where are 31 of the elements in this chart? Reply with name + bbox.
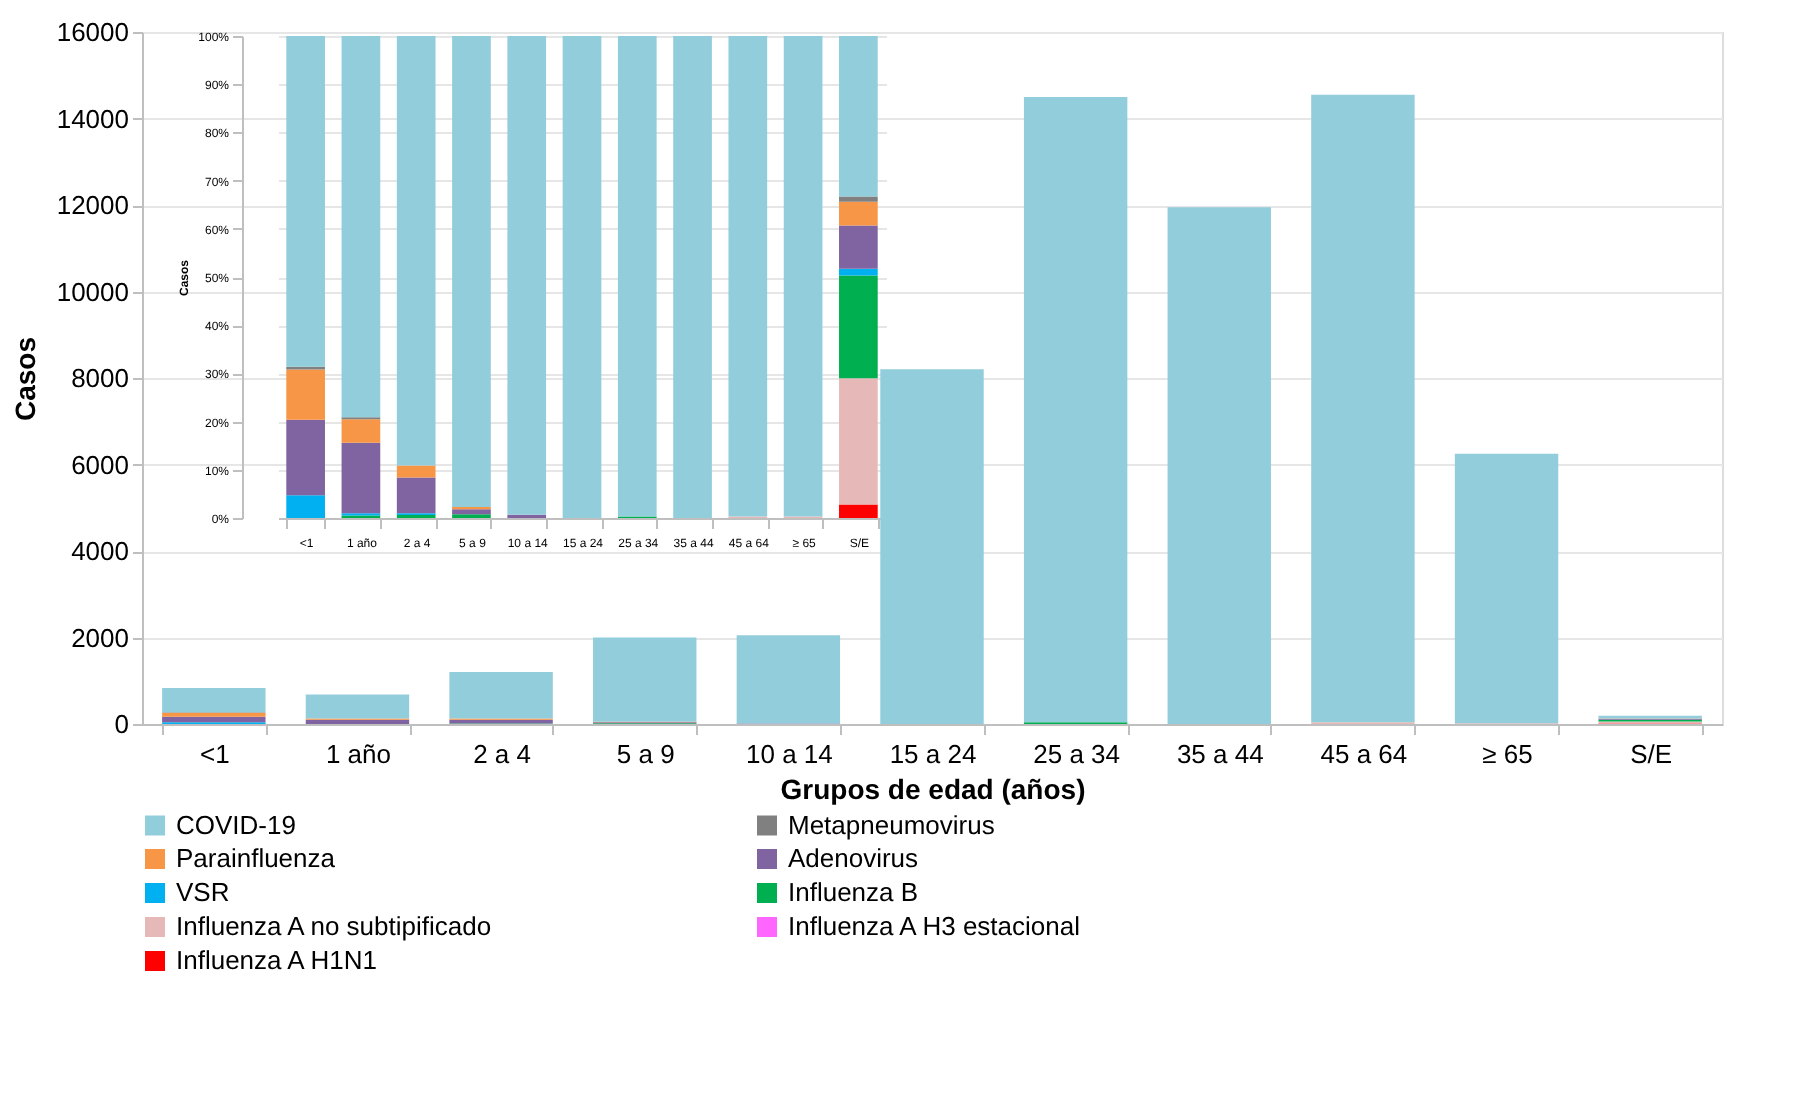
x-tick-label: 25 a 34 xyxy=(1033,739,1121,769)
x-tick-label: 5 a 9 xyxy=(616,739,675,769)
y-tick-label: 6000 xyxy=(71,449,129,480)
y-tick-label: 8000 xyxy=(71,363,129,393)
x-tick-label: <1 xyxy=(199,739,230,769)
y-tick-label: 16000 xyxy=(56,17,129,47)
y-tick-label: 14000 xyxy=(56,103,129,134)
legend-label: Influenza B xyxy=(788,877,919,907)
legend-label: Influenza A H3 estacional xyxy=(788,911,1081,941)
legend-label: Influenza A no subtipificado xyxy=(176,911,492,941)
x-tick-label: ≥ 65 xyxy=(1482,739,1533,769)
legend-label: Adenovirus xyxy=(788,843,920,873)
y-tick-label: 10000 xyxy=(56,276,129,307)
legend-label: Influenza A H1N1 xyxy=(176,945,377,975)
x-tick-label: 15 a 24 xyxy=(889,739,977,769)
y-tick-label: 0 xyxy=(114,709,129,739)
x-axis-title: Grupos de edad (años) xyxy=(780,773,1086,805)
x-tick-label: S/E xyxy=(1630,739,1673,769)
legend-label: VSR xyxy=(176,877,230,907)
x-tick-label: 2 a 4 xyxy=(473,739,532,769)
x-tick-label: 45 a 64 xyxy=(1320,739,1408,769)
y-tick-label: 12000 xyxy=(56,190,129,220)
x-tick-label: 35 a 44 xyxy=(1176,739,1264,769)
y-tick-label: 2000 xyxy=(71,622,129,653)
y-tick-label: 4000 xyxy=(71,536,129,566)
x-tick-label: 10 a 14 xyxy=(745,739,833,769)
legend-label: Parainfluenza xyxy=(176,843,337,873)
x-tick-label: 1 año xyxy=(325,739,391,769)
y-axis-title: Casos xyxy=(8,336,41,422)
legend-label: Metapneumovirus xyxy=(788,809,996,840)
legend-label: COVID-19 xyxy=(176,809,296,840)
